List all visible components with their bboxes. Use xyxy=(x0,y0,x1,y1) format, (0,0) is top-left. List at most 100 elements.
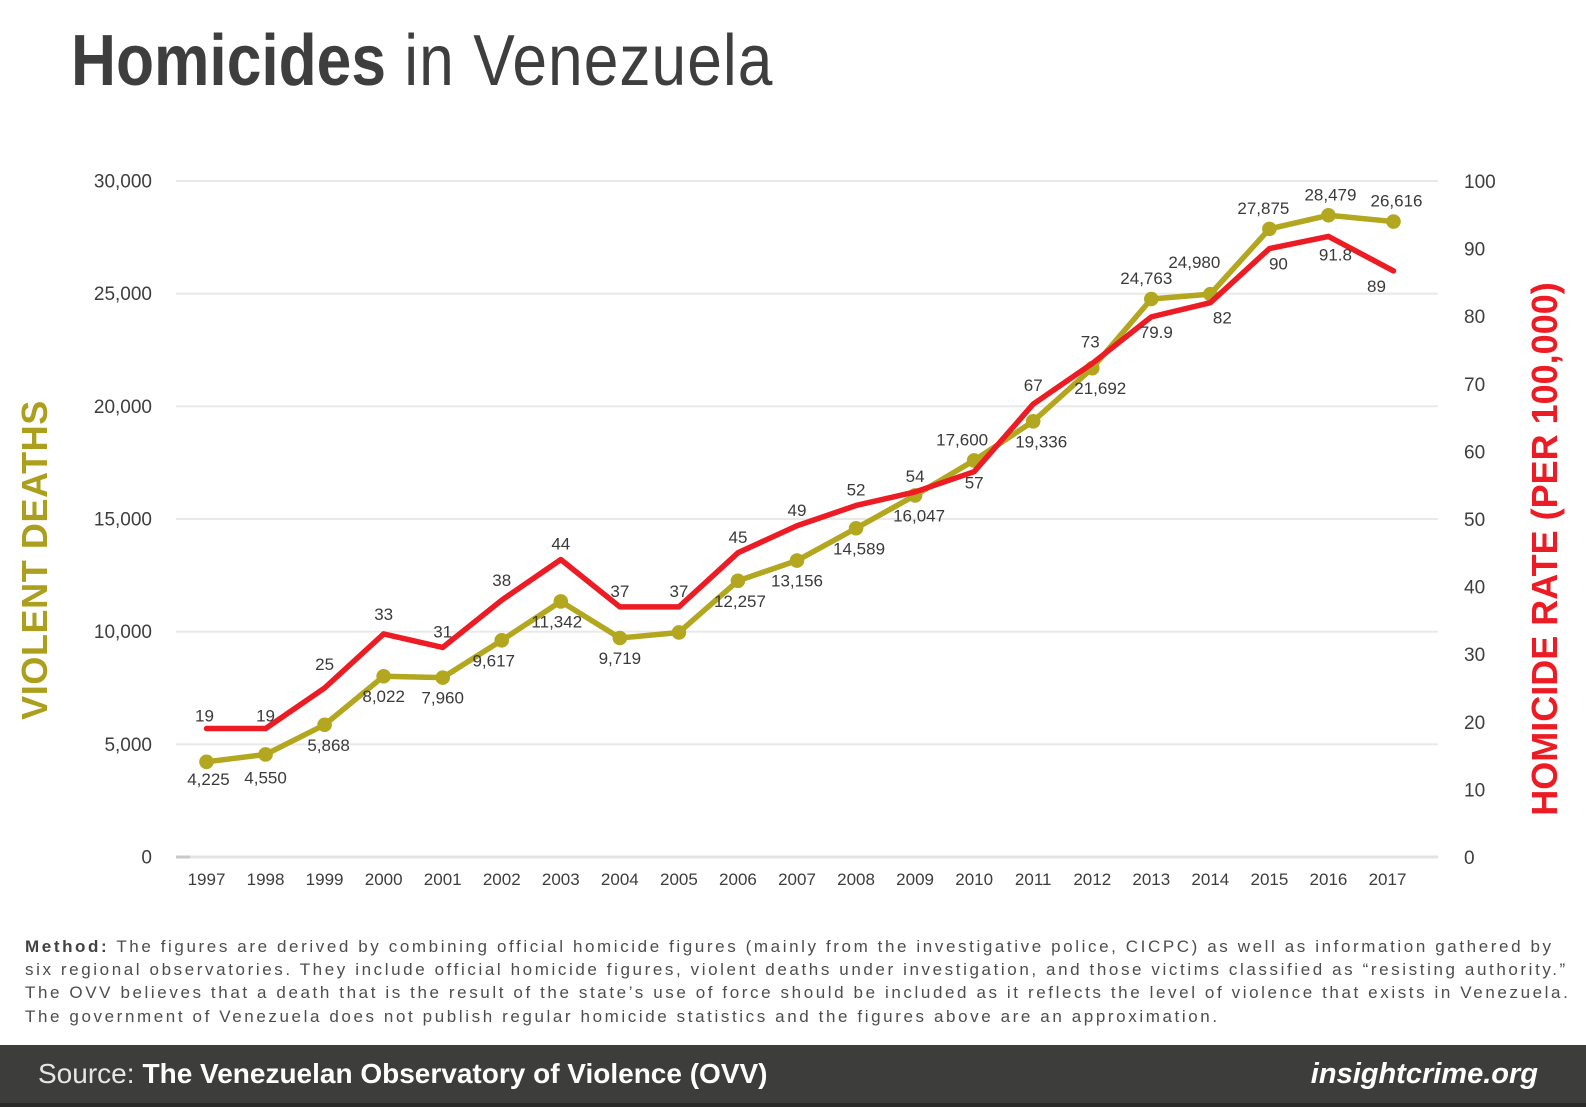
homicide-rate-label: 79.9 xyxy=(1140,323,1173,342)
left-axis-tick-label: 15,000 xyxy=(94,510,152,531)
violent-deaths-label: 9,719 xyxy=(599,649,642,668)
left-axis-tick-label: 5,000 xyxy=(104,735,152,756)
x-axis-year-label: 2005 xyxy=(660,870,698,889)
method-line-2: six regional observatories. They include… xyxy=(25,960,1568,980)
right-axis-tick-label: 10 xyxy=(1464,780,1485,801)
violent-deaths-point xyxy=(848,520,864,536)
x-axis-baseline xyxy=(176,855,1438,859)
gridline xyxy=(176,292,1438,295)
gridline xyxy=(176,630,1438,633)
violent-deaths-point xyxy=(612,630,628,646)
violent-deaths-label: 4,225 xyxy=(187,770,230,789)
violent-deaths-label: 9,617 xyxy=(472,651,515,670)
homicide-rate-label: 57 xyxy=(965,474,984,493)
line-chart: 0 5,000 10,000 15,000 20,000 25,000 30,000 0 10 2… xyxy=(94,172,1496,890)
gridline xyxy=(176,180,1438,182)
homicide-rate-line xyxy=(203,233,1397,732)
homicide-rate-label: 67 xyxy=(1024,376,1043,395)
violent-deaths-point xyxy=(730,573,746,589)
violent-deaths-label: 4,550 xyxy=(244,768,287,787)
violent-deaths-label: 12,257 xyxy=(714,592,766,611)
right-axis-tick-label: 100 xyxy=(1464,172,1496,193)
homicide-rate-label: 19 xyxy=(195,707,214,726)
violent-deaths-point xyxy=(199,754,214,770)
violent-deaths-point xyxy=(376,668,391,684)
violent-deaths-label: 14,589 xyxy=(833,539,885,558)
violent-deaths-label: 26,616 xyxy=(1371,192,1423,211)
violent-deaths-label: 16,047 xyxy=(893,506,945,525)
homicide-rate-label: 90 xyxy=(1269,255,1288,274)
violent-deaths-label: 17,600 xyxy=(936,430,988,449)
homicide-rate-label: 37 xyxy=(610,582,629,601)
violent-deaths-point xyxy=(435,670,451,685)
title-emphasis: Homicides xyxy=(71,21,386,101)
violent-deaths-point xyxy=(1025,413,1041,429)
x-axis-year-label: 2006 xyxy=(719,870,757,889)
left-axis-tick-label: 0 xyxy=(141,848,152,869)
homicide-rate-label: 52 xyxy=(847,480,866,499)
x-axis-year-label: 2004 xyxy=(601,870,639,889)
page-title: Homicides in Venezuela xyxy=(71,25,773,97)
violent-deaths-point xyxy=(258,747,273,762)
violent-deaths-point xyxy=(1321,207,1336,223)
x-axis-year-label: 1997 xyxy=(188,870,226,889)
right-axis-tick-label: 80 xyxy=(1464,307,1485,328)
x-axis-year-label: 2014 xyxy=(1191,870,1229,889)
violent-deaths-label: 21,692 xyxy=(1074,379,1126,398)
violent-deaths-label: 28,479 xyxy=(1304,185,1356,204)
source-line: Source: The Venezuelan Observatory of Vio… xyxy=(38,1058,768,1090)
violent-deaths-point xyxy=(1262,221,1277,237)
x-axis-year-label: 2017 xyxy=(1369,870,1407,889)
left-axis-tick-label: 20,000 xyxy=(94,397,152,418)
violent-deaths-label: 13,156 xyxy=(771,572,823,591)
violent-deaths-label: 24,980 xyxy=(1168,253,1220,272)
gridline xyxy=(176,743,1438,746)
title-rest: in Venezuela xyxy=(385,21,774,101)
homicide-rate-label: 89 xyxy=(1367,277,1386,296)
homicide-rate-label: 25 xyxy=(315,655,334,674)
method-line-1: The figures are derived by combining off… xyxy=(109,937,1554,956)
x-axis-year-label: 1998 xyxy=(247,870,285,889)
x-axis-year-label: 2007 xyxy=(778,870,816,889)
right-axis-tick-label: 20 xyxy=(1464,713,1485,734)
left-axis-tick-label: 25,000 xyxy=(94,284,152,305)
source-name: The Venezuelan Observatory of Violence (… xyxy=(142,1058,768,1089)
right-axis-tick-label: 90 xyxy=(1464,240,1485,261)
right-axis-title: HOMICIDE RATE (PER 100,000) xyxy=(1524,282,1565,816)
x-axis-year-label: 2012 xyxy=(1073,870,1111,889)
violent-deaths-label: 7,960 xyxy=(421,689,464,708)
homicide-rate-label: 54 xyxy=(906,467,925,486)
homicide-rate-label: 19 xyxy=(256,707,275,726)
right-axis-tick-label: 70 xyxy=(1464,375,1485,396)
x-axis-year-label: 2001 xyxy=(424,870,462,889)
homicide-rate-label: 73 xyxy=(1081,333,1100,352)
chart-area: 0 5,000 10,000 15,000 20,000 25,000 30,000 0 10 2… xyxy=(14,172,1565,890)
right-axis-tick-label: 50 xyxy=(1464,510,1485,531)
right-axis-tick-label: 40 xyxy=(1464,578,1485,599)
right-axis-tick-label: 0 xyxy=(1464,848,1475,869)
violent-deaths-point xyxy=(1144,291,1159,307)
x-axis-baseline-stub xyxy=(176,855,190,859)
violent-deaths-point xyxy=(789,553,805,568)
violent-deaths-label: 19,336 xyxy=(1015,432,1067,451)
homicide-rate-label: 44 xyxy=(551,535,570,554)
x-axis-year-label: 2015 xyxy=(1250,870,1288,889)
violent-deaths-point xyxy=(671,625,687,640)
x-axis-year-label: 2003 xyxy=(542,870,580,889)
violent-deaths-point xyxy=(553,594,569,609)
footer-bar: Source: The Venezuelan Observatory of Vio… xyxy=(0,1045,1586,1107)
homicide-rate-label: 38 xyxy=(492,571,511,590)
method-note: Method: The figures are derived by combi… xyxy=(25,935,1585,1028)
homicide-rate-label: 49 xyxy=(788,501,807,520)
violent-deaths-point xyxy=(317,717,332,733)
x-axis-year-label: 1999 xyxy=(306,870,344,889)
left-axis-tick-label: 10,000 xyxy=(94,622,152,643)
right-axis-tick-label: 30 xyxy=(1464,645,1485,666)
source-label: Source: xyxy=(38,1058,135,1089)
violent-deaths-label: 5,868 xyxy=(307,736,350,755)
violent-deaths-point xyxy=(494,632,510,648)
right-axis-tick-label: 60 xyxy=(1464,442,1485,463)
violent-deaths-label: 11,342 xyxy=(531,612,582,631)
homicide-rate-label: 37 xyxy=(669,582,688,601)
x-axis-year-label: 2008 xyxy=(837,870,875,889)
